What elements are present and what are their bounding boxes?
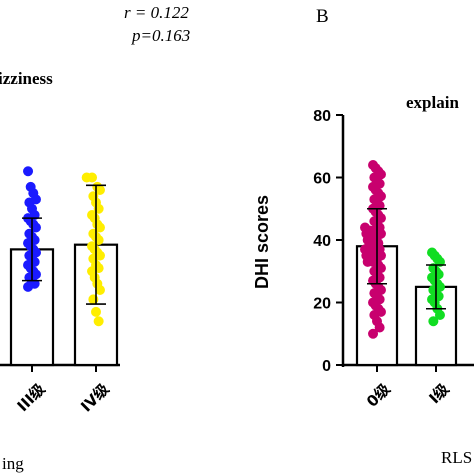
panel-a-point <box>23 281 34 292</box>
panel-a-point <box>81 172 92 183</box>
panel-b-y-tick-label: 20 <box>313 296 331 313</box>
panel-b-y-title: DHI scores <box>252 195 272 289</box>
panel-a-point <box>94 285 105 295</box>
panel-a-point <box>91 306 101 317</box>
panel-b-point <box>362 256 373 267</box>
panel-b-y-tick-label: 40 <box>313 233 331 250</box>
panel-a-x-tick-label: IV级 <box>77 379 113 415</box>
panel-a-point <box>88 294 99 305</box>
panel-a: izziness III级 IV级 ing <box>0 69 120 473</box>
panel-a-x-title: ing <box>2 454 24 473</box>
panel-b-y-tick-label: 60 <box>313 171 331 188</box>
panel-b-point <box>374 322 385 333</box>
panel-a-point <box>94 185 105 195</box>
panel-b-error-bar-0 <box>367 207 387 285</box>
r-statistic: r = 0.122 <box>124 3 189 22</box>
panel-b-x-title: RLS <box>441 448 472 467</box>
panel-a-point <box>93 316 104 327</box>
panel-b-x-tick-label: 0级 <box>363 379 394 410</box>
panel-a-x-tick-label: III级 <box>14 379 50 415</box>
panel-b-point <box>428 316 439 327</box>
panel-a-point <box>94 222 105 233</box>
panel-a-error-bar-0 <box>22 217 42 282</box>
panel-b: explain DHI scores 0 20 40 60 80 0级 I级 RLS <box>252 93 474 467</box>
panel-a-title: izziness <box>0 69 53 88</box>
panel-b-y-tick-label: 0 <box>322 358 331 375</box>
panel-b-x-tick-label: I级 <box>425 379 453 407</box>
panel-b-label: B <box>316 6 329 27</box>
p-statistic: p=0.163 <box>131 26 190 45</box>
panel-b-point <box>434 310 445 320</box>
panel-a-error-bar-1 <box>86 184 106 305</box>
panel-b-point <box>368 328 379 339</box>
panel-a-point <box>30 222 41 233</box>
panel-b-title: explain <box>406 93 459 112</box>
panel-b-y-tick-label: 80 <box>313 108 331 125</box>
panel-a-point <box>23 166 34 177</box>
panel-b-error-bar-1 <box>426 264 446 310</box>
